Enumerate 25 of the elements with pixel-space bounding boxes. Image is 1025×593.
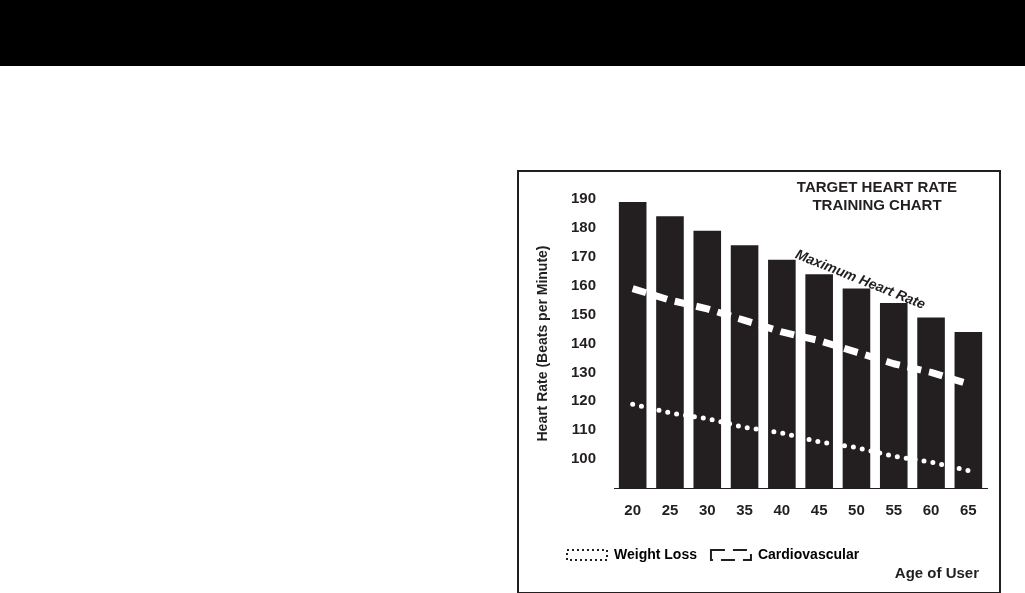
x-tick-label: 25 [661, 501, 679, 519]
x-tick-label: 60 [922, 501, 940, 519]
y-tick-label: 120 [571, 391, 597, 409]
y-tick-label: 160 [571, 275, 597, 293]
y-tick-label: 190 [571, 189, 597, 207]
x-tick-label: 40 [773, 501, 791, 519]
legend-label: Cardiovascular [757, 545, 860, 562]
y-tick-label: 100 [571, 449, 597, 467]
x-tick-label: 65 [960, 501, 977, 519]
x-tick-label: 20 [624, 501, 642, 519]
y-tick-label: 130 [571, 362, 597, 380]
x-axis-title: Age of User [894, 564, 980, 582]
x-tick-label: 50 [848, 501, 865, 519]
y-tick-label: 140 [571, 333, 597, 351]
chart-title: TARGET HEART RATE TRAINING CHART [796, 177, 958, 213]
x-tick-label: 45 [810, 501, 828, 519]
legend-label: Weight Loss [614, 545, 698, 562]
y-tick-label: 110 [571, 420, 597, 438]
y-tick-label: 150 [571, 304, 597, 322]
y-axis-title: Heart Rate (Beats per Minute) [533, 245, 550, 442]
x-tick-label: 30 [698, 501, 716, 519]
x-tick-label: 55 [885, 501, 903, 519]
y-tick-label: 180 [571, 218, 597, 236]
x-tick-label: 35 [736, 501, 753, 519]
y-tick-label: 170 [571, 246, 597, 264]
